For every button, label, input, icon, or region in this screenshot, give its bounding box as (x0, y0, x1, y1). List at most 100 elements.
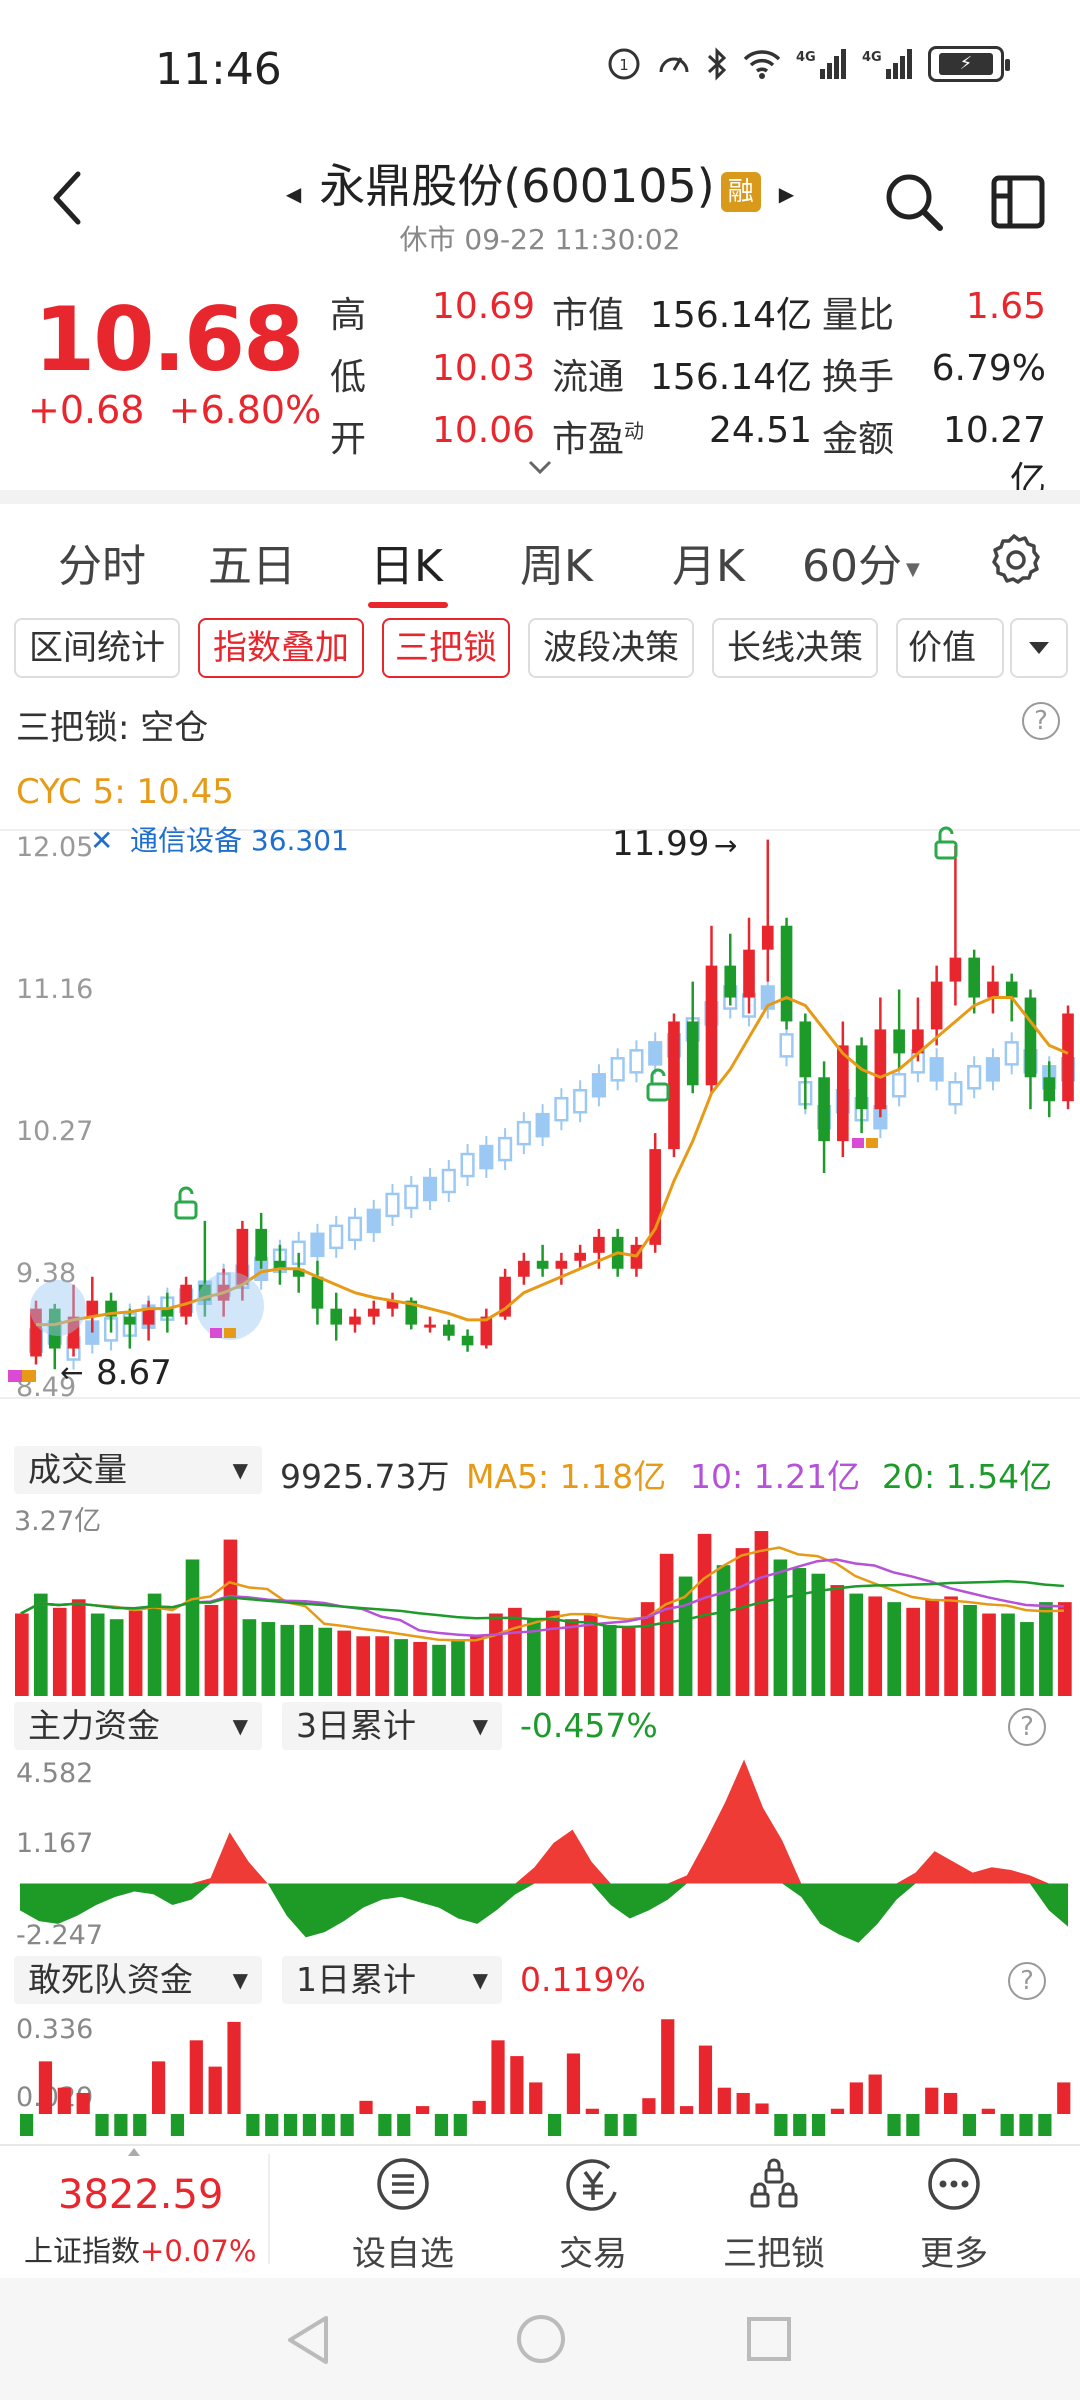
back-nav-icon[interactable] (282, 2312, 334, 2368)
quote-value-mktcap: 156.14亿 (650, 295, 812, 336)
quote-value-high: 10.69 (431, 286, 535, 327)
main-funds-selector[interactable]: 主力资金 ▼ (14, 1702, 262, 1750)
volume-selector[interactable]: 成交量 ▼ (14, 1446, 262, 1494)
nav-add-watchlist[interactable]: 设自选 (333, 2156, 473, 2275)
volume-bar (963, 1604, 977, 1696)
low-label: 8.67 (96, 1353, 172, 1393)
tab-daily-k[interactable]: 日K (370, 541, 443, 592)
chevron-down-icon: ▼ (472, 1968, 488, 1992)
quote-value-float: 156.14亿 (650, 357, 812, 398)
volume-bar (564, 1619, 579, 1696)
volume-bar (1039, 1602, 1053, 1696)
quote-label-high: 高 (330, 295, 367, 336)
tab-weekly-k[interactable]: 周K (520, 541, 593, 592)
dare-funds-bar (1057, 2082, 1071, 2114)
volume-bar (754, 1531, 769, 1696)
dare-funds-bars (20, 2019, 1071, 2136)
prev-stock-icon[interactable]: ◀ (285, 181, 302, 206)
speed-icon (659, 57, 689, 73)
volume-axis-label: 3.27亿 (14, 1506, 101, 1537)
chips-more-button[interactable] (1010, 618, 1068, 678)
main-funds-period[interactable]: 3日累计 ▼ (282, 1702, 502, 1750)
dare-funds-bar (981, 2108, 995, 2114)
volume-bar (546, 1610, 560, 1696)
overlay-legend[interactable]: ✕ 通信设备 36.301 (90, 824, 349, 857)
volume-bar (394, 1639, 408, 1696)
dare-funds-bar (548, 2114, 562, 2136)
tab-monthly-k[interactable]: 月K (672, 541, 745, 592)
overlay-candle (479, 1144, 494, 1170)
volume-bar (811, 1573, 826, 1696)
volume-bar (413, 1641, 427, 1696)
next-stock-icon[interactable]: ▶ (778, 181, 795, 206)
dare-funds-bar (680, 2106, 694, 2114)
chip-index-overlay[interactable]: 指数叠加 (198, 618, 364, 678)
volume-bar (849, 1593, 864, 1696)
back-icon[interactable] (44, 168, 94, 228)
candle (668, 1021, 680, 1150)
volume-bar (318, 1627, 333, 1696)
candle (349, 1316, 361, 1325)
volume-bar (356, 1636, 371, 1696)
dare-funds-bar (962, 2114, 977, 2136)
candle (1062, 1013, 1074, 1102)
help-icon[interactable]: ? (1008, 1962, 1046, 2000)
stock-title: 永鼎股份(600105) (319, 159, 715, 213)
home-nav-icon[interactable] (514, 2312, 568, 2366)
tab-five-day[interactable]: 五日 (208, 541, 296, 592)
candle (987, 981, 999, 998)
y-tick-label: 9.38 (16, 1258, 76, 1289)
help-icon[interactable]: ? (1022, 702, 1060, 740)
candle (593, 1236, 605, 1253)
x-start-label: 2025-07-11 (14, 1400, 177, 1402)
volume-chart[interactable]: 3.27亿 (0, 1502, 1080, 1698)
candles (30, 839, 1074, 1370)
chip-range-stats[interactable]: 区间统计 (14, 618, 180, 678)
chip-long-decision[interactable]: 长线决策 (712, 618, 878, 678)
volume-bar (925, 1599, 939, 1696)
gear-icon[interactable] (984, 530, 1044, 590)
chip-value-decision[interactable]: 价值决 (896, 618, 1004, 678)
dare-funds-bar (265, 2114, 279, 2136)
recents-nav-icon[interactable] (744, 2314, 794, 2364)
dare-funds-bar (416, 2106, 430, 2114)
dare-funds-bar (434, 2114, 449, 2136)
index-label[interactable]: 上证指数+0.07% (24, 2234, 257, 2268)
chip-three-locks[interactable]: 三把锁 (382, 618, 510, 678)
dare-funds-selector[interactable]: 敢死队资金 ▼ (14, 1956, 262, 2004)
candle (1024, 997, 1037, 1078)
volume-ma20: 20: 1.54亿 (882, 1457, 1053, 1496)
overlay-close-icon[interactable]: ✕ (90, 824, 113, 857)
tab-60min[interactable]: 60分 ▼ (802, 541, 920, 592)
chevron-down-icon: ▼ (232, 1968, 248, 1992)
overlay-candle (591, 1073, 606, 1098)
expand-chevron-icon[interactable] (526, 458, 554, 478)
volume-bar (280, 1624, 295, 1696)
x-end-label: 2025-09-22 (900, 1400, 1063, 1402)
search-icon[interactable] (882, 170, 946, 234)
dare-funds-period[interactable]: 1日累计 ▼ (282, 1956, 502, 2004)
nav-trade[interactable]: 交易 (523, 2156, 663, 2275)
index-value[interactable]: 3822.59 (58, 2172, 224, 2218)
layout-switch-icon[interactable] (990, 172, 1046, 230)
dare-funds-bar (793, 2114, 807, 2136)
nav-label: 三把锁 (723, 2234, 825, 2274)
svg-text:1: 1 (619, 56, 629, 74)
volume-bars (15, 1531, 1072, 1696)
help-icon[interactable]: ? (1008, 1708, 1046, 1746)
chip-wave-decision[interactable]: 波段决策 (528, 618, 694, 678)
current-price: 10.68 (34, 288, 304, 391)
main-funds-chart[interactable]: 4.582 1.167 -2.247 (0, 1754, 1080, 1950)
tab-minute[interactable]: 分时 (58, 541, 146, 592)
nav-three-locks[interactable]: 三把锁 (704, 2156, 844, 2275)
y-tick-label: 0.336 (16, 2014, 93, 2045)
nav-more[interactable]: 更多 (884, 2156, 1024, 2275)
y-tick-label: 12.05 (16, 832, 93, 863)
volume-bar (621, 1627, 636, 1696)
chevron-down-icon (1029, 642, 1049, 654)
candle (180, 1284, 192, 1317)
overlay-candle (929, 1057, 944, 1082)
